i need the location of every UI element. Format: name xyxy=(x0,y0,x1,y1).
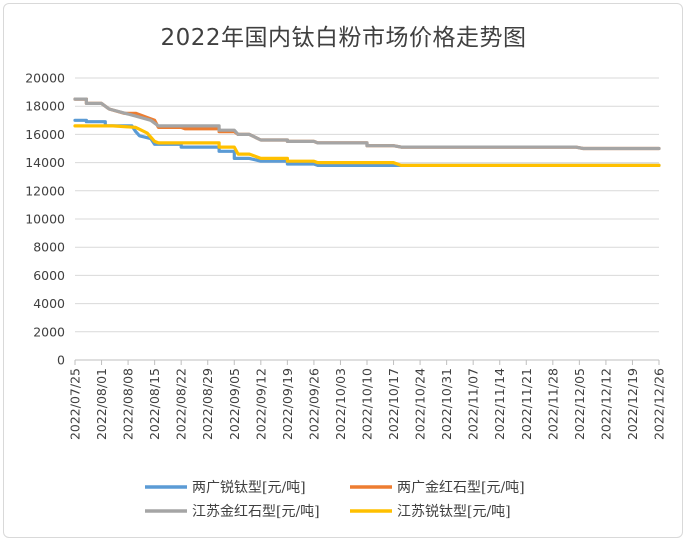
series-line xyxy=(73,124,661,167)
y-tick-label: 8000 xyxy=(33,240,65,255)
x-tick-label: 2022/09/12 xyxy=(253,368,268,440)
legend-label: 两广锐钛型[元/吨] xyxy=(192,480,306,496)
x-tick-label: 2022/08/15 xyxy=(147,368,162,440)
y-tick-label: 14000 xyxy=(25,155,65,170)
chart-frame xyxy=(3,3,683,538)
legend: 两广锐钛型[元/吨] 两广金红石型[元/吨] 江苏金红石型[元/吨] 江苏锐钛型[元/… xyxy=(145,480,525,520)
x-tick-label: 2022/09/19 xyxy=(280,368,295,440)
x-tick-label: 2022/12/19 xyxy=(625,368,640,440)
y-tick-label: 0 xyxy=(57,353,65,368)
y-tick-label: 6000 xyxy=(33,268,65,283)
x-tick-label: 2022/11/07 xyxy=(466,368,481,440)
x-tick-label: 2022/09/26 xyxy=(306,368,321,440)
x-tick-label: 2022/10/24 xyxy=(413,368,428,440)
x-tick-label: 2022/11/14 xyxy=(492,368,507,440)
x-tick-label: 2022/08/01 xyxy=(94,368,109,440)
y-tick-label: 10000 xyxy=(25,212,65,227)
x-tick-label: 2022/08/22 xyxy=(174,368,189,440)
y-tick-label: 16000 xyxy=(25,127,65,142)
legend-label: 两广金红石型[元/吨] xyxy=(397,480,525,496)
gridlines xyxy=(75,77,659,333)
x-tick-label: 2022/10/03 xyxy=(333,368,348,440)
series-line xyxy=(73,97,661,151)
y-tick-label: 4000 xyxy=(33,296,65,311)
x-tick-label: 2022/11/28 xyxy=(545,368,560,440)
legend-label: 江苏金红石型[元/吨] xyxy=(192,504,320,520)
x-tick-label: 2022/11/21 xyxy=(519,368,534,440)
y-axis-ticks: 0 2000 4000 6000 8000 10000 12000 14000 16000 180… xyxy=(25,71,65,368)
y-tick-label: 20000 xyxy=(25,71,65,86)
legend-label: 江苏锐钛型[元/吨] xyxy=(397,504,511,520)
x-tick-label: 2022/10/17 xyxy=(386,368,401,440)
x-tick-label: 2022/12/26 xyxy=(652,368,667,440)
x-tick-label: 2022/08/08 xyxy=(121,368,136,440)
x-tick-label: 2022/10/31 xyxy=(439,368,454,440)
x-tick-label: 2022/12/05 xyxy=(572,368,587,440)
y-tick-label: 12000 xyxy=(25,183,65,198)
x-tick-label: 2022/08/29 xyxy=(200,368,215,440)
x-tick-label: 2022/12/12 xyxy=(598,368,613,440)
x-tick-label: 2022/09/05 xyxy=(227,368,242,440)
x-axis-ticks: 2022/07/25 2022/08/01 2022/08/08 2022/08/15… xyxy=(68,360,667,440)
y-tick-label: 18000 xyxy=(25,99,65,114)
chart-title: 2022年国内钛白粉市场价格走势图 xyxy=(160,25,527,51)
series-lines xyxy=(73,97,661,167)
x-tick-label: 2022/07/25 xyxy=(68,368,83,440)
x-tick-label: 2022/10/10 xyxy=(360,368,375,440)
y-tick-label: 2000 xyxy=(33,324,65,339)
